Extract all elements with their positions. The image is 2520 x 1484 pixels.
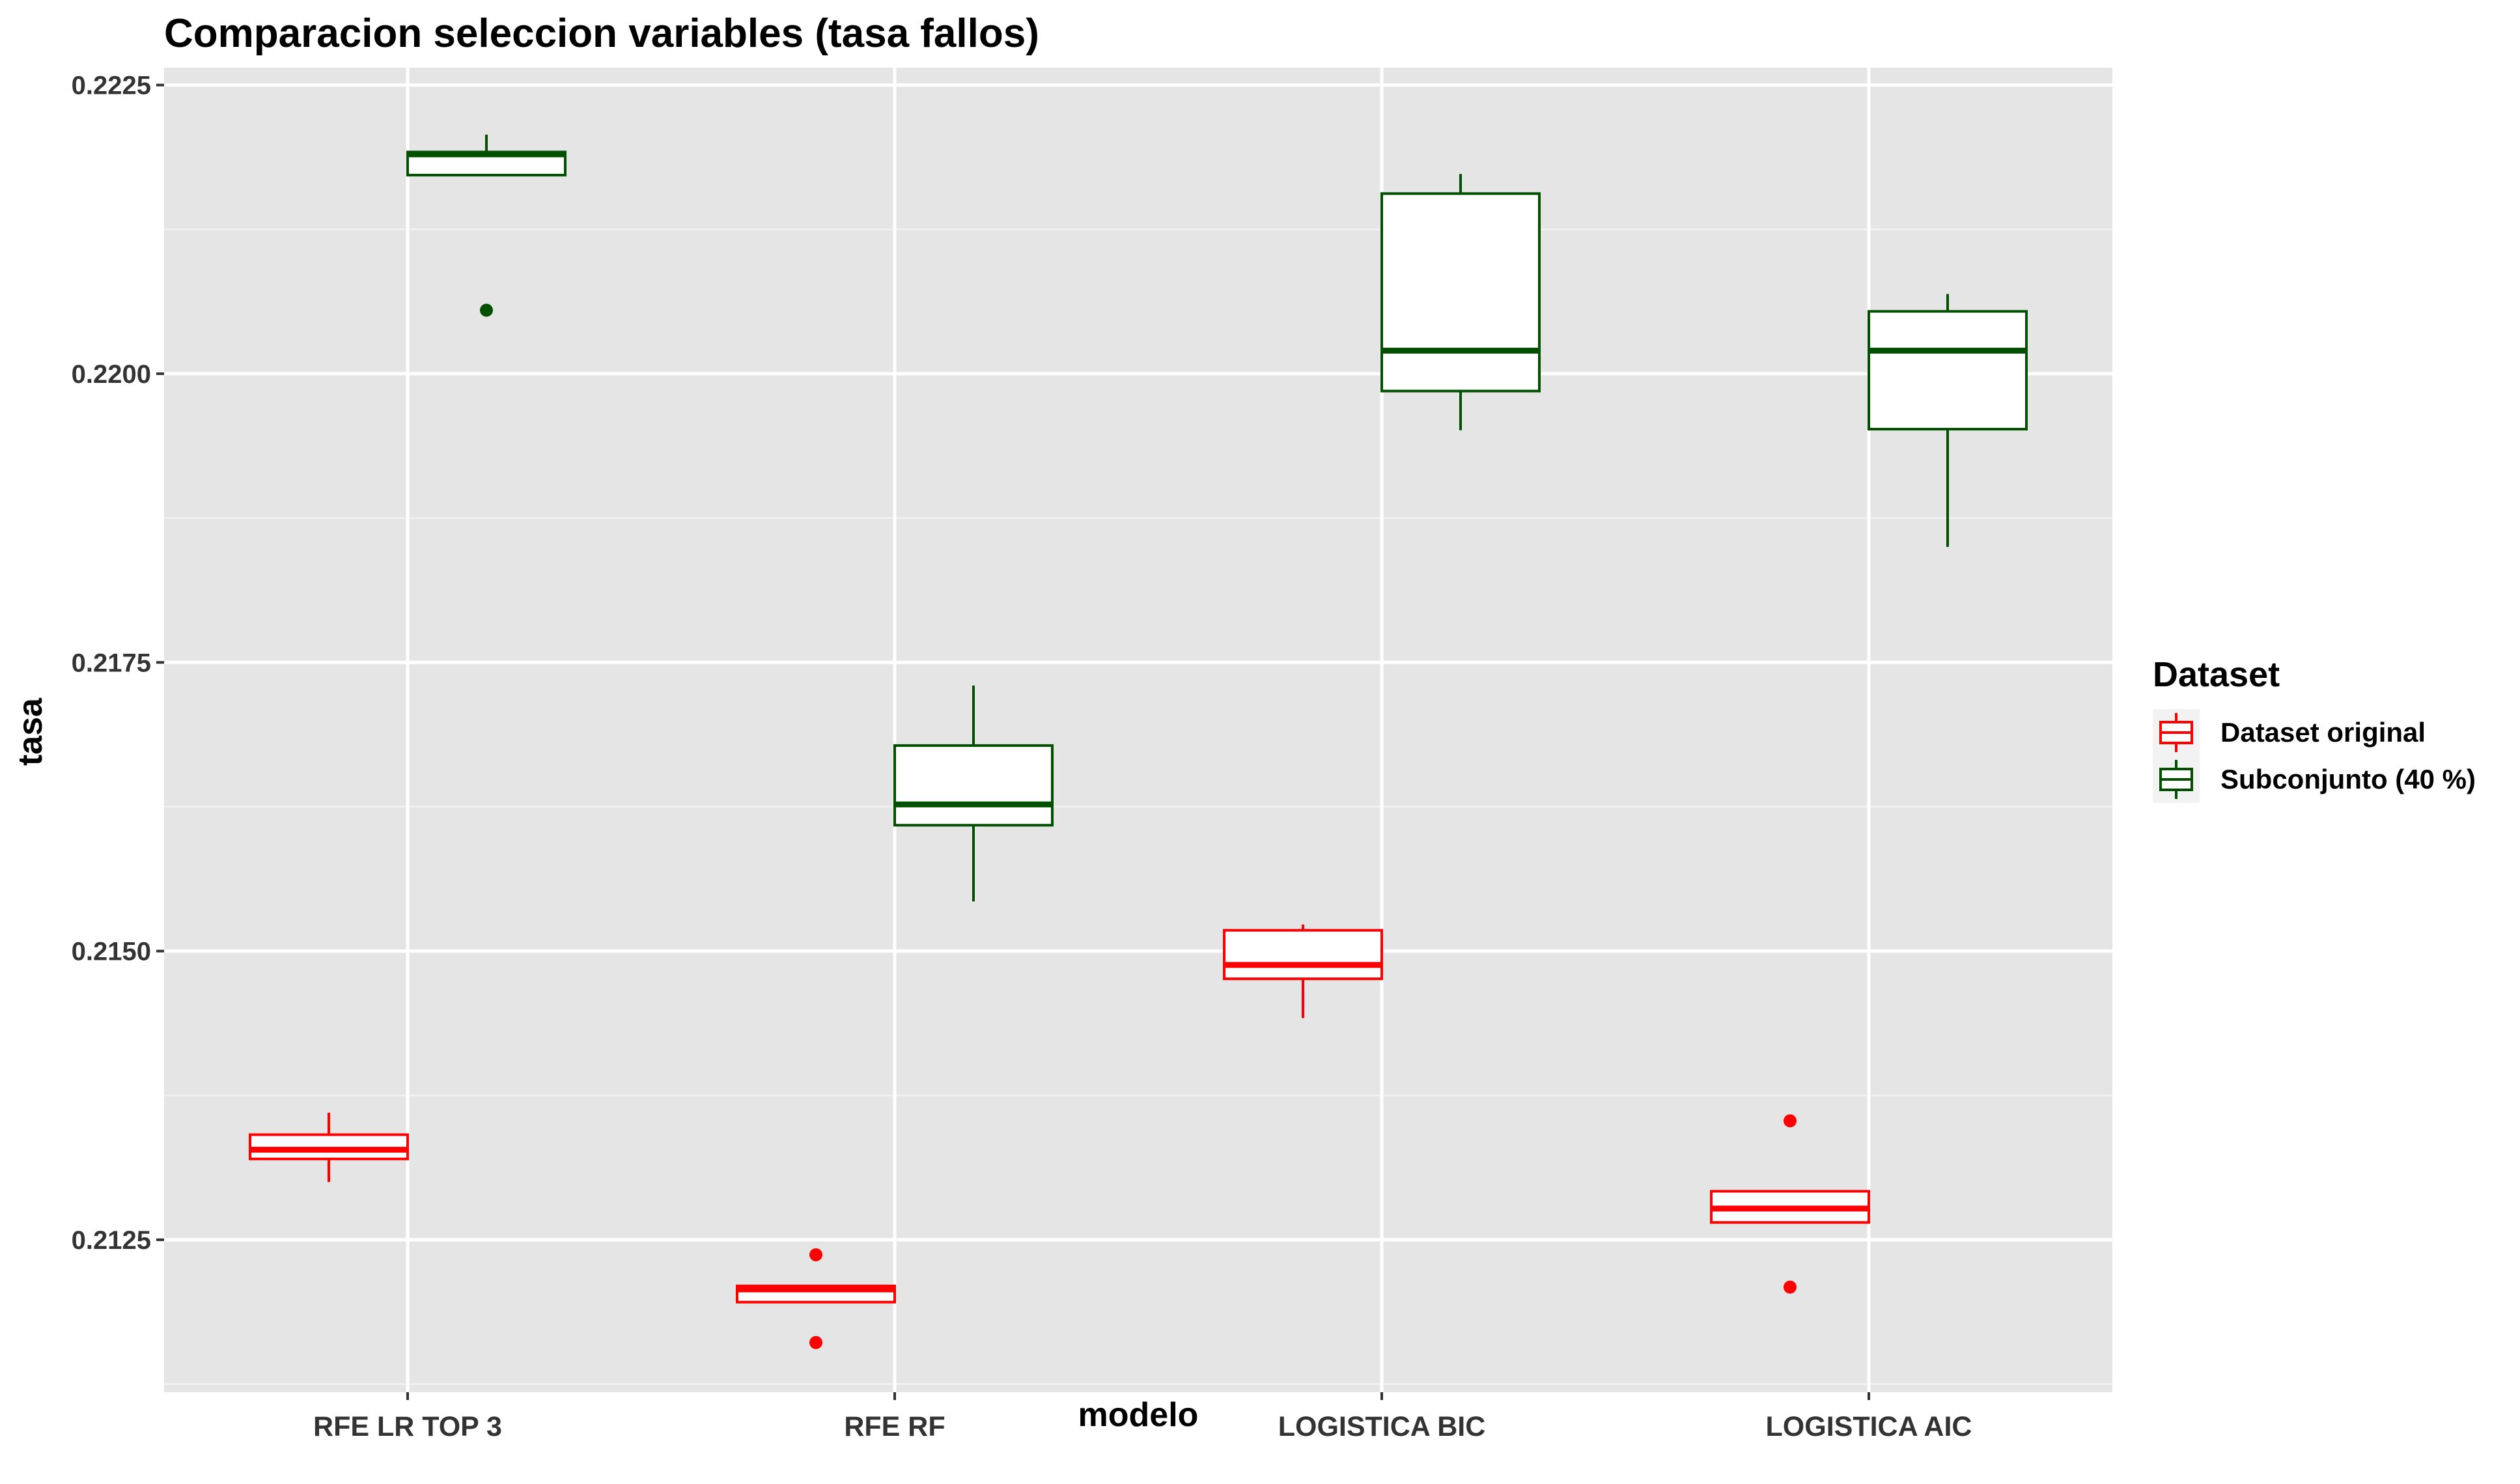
y-axis-ticks: 0.2125 0.2150 0.2175 0.2200 0.2225 (72, 72, 164, 1255)
box-subconjunto (893, 685, 1054, 902)
y-tick-label: 0.2200 (72, 360, 151, 389)
y-tick-label: 0.2125 (72, 1226, 151, 1255)
x-tick-label: RFE RF (844, 1411, 945, 1442)
plot-panel (164, 68, 2112, 1392)
outlier-point (1784, 1114, 1797, 1128)
box-subconjunto (406, 134, 567, 317)
legend-items: Dataset original Subconjunto (40 %) (2153, 709, 2476, 803)
outlier-point (809, 1336, 822, 1349)
grid-major (164, 68, 2112, 1392)
box-subconjunto (1868, 294, 2028, 547)
boxes-layer (249, 134, 2028, 1349)
box-body (1380, 192, 1541, 393)
outlier-point (480, 303, 493, 317)
outlier-point (809, 1248, 822, 1261)
grid-minor (164, 229, 2112, 1385)
box-original (1710, 1114, 1870, 1294)
legend-key: Subconjunto (40 %) (2153, 756, 2476, 803)
box-original (736, 1248, 896, 1349)
legend-title: Dataset (2153, 655, 2280, 694)
x-tick-label: RFE LR TOP 3 (313, 1411, 502, 1442)
box-body (893, 744, 1054, 827)
x-tick-label: LOGISTICA BIC (1278, 1411, 1486, 1442)
y-tick-label: 0.2225 (72, 72, 151, 100)
box-body (1223, 929, 1383, 981)
box-original (1223, 924, 1383, 1018)
chart-title: Comparacion seleccion variables (tasa fa… (164, 11, 1039, 56)
outlier-point (1784, 1280, 1797, 1294)
legend-key: Dataset original (2153, 709, 2426, 756)
y-tick-label: 0.2150 (72, 938, 151, 966)
x-tick-label: LOGISTICA AIC (1766, 1411, 1972, 1442)
legend-label: Dataset original (2220, 717, 2426, 748)
box-original (249, 1112, 409, 1183)
box-subconjunto (1380, 174, 1541, 430)
x-axis-ticks: RFE LR TOP 3 RFE RF LOGISTICA BIC LOGISTICA… (313, 1392, 1972, 1442)
y-axis-title: tasa (12, 697, 49, 766)
box-body (1868, 310, 2028, 431)
legend-label: Subconjunto (40 %) (2220, 764, 2476, 794)
legend: Dataset Dataset original Subconjunto (40 … (2153, 655, 2476, 803)
x-axis-title: modelo (1078, 1396, 1199, 1434)
y-tick-label: 0.2175 (72, 649, 151, 677)
